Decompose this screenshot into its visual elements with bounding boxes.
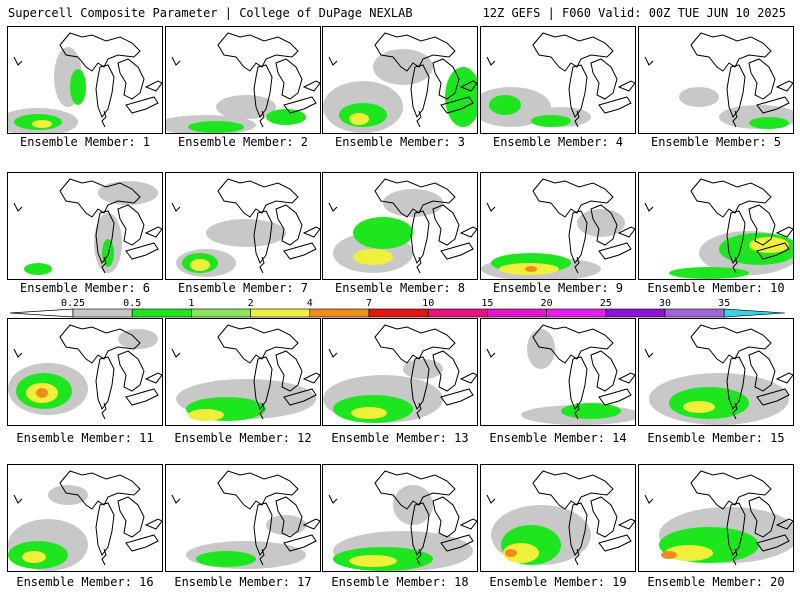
colorbar-under-arrow: [9, 308, 74, 318]
member-label-19: Ensemble Member: 19: [489, 575, 627, 589]
member-label-14: Ensemble Member: 14: [489, 431, 627, 445]
colorbar-tick-label: 35: [718, 298, 730, 309]
colorbar-bin-6: [368, 308, 429, 318]
member-label-8: Ensemble Member: 8: [334, 281, 466, 295]
colorbar-bin-9: [546, 308, 607, 318]
colorbar-legend: 0.25 0.5 1 2 4 7 10 15 20 25 30 35: [9, 298, 786, 318]
colorbar-tick-label: 0.5: [123, 298, 141, 309]
member-map-12: [165, 318, 321, 426]
member-map-15: [638, 318, 794, 426]
member-map-7: [165, 172, 321, 280]
colorbar-tick-label: 0.25: [61, 298, 85, 309]
member-label-3: Ensemble Member: 3: [334, 135, 466, 149]
member-map-16: [7, 464, 163, 572]
colorbar-bin-10: [605, 308, 666, 318]
member-label-13: Ensemble Member: 13: [331, 431, 469, 445]
colorbar-tick-label: 7: [366, 298, 372, 309]
member-map-3: [322, 26, 478, 134]
colorbar-tick-label: 10: [422, 298, 434, 309]
member-map-5: [638, 26, 794, 134]
colorbar-tick-label: 30: [659, 298, 671, 309]
member-label-20: Ensemble Member: 20: [647, 575, 785, 589]
member-map-4: [480, 26, 636, 134]
member-label-9: Ensemble Member: 9: [492, 281, 624, 295]
page-title: Supercell Composite Parameter | College …: [8, 6, 413, 20]
member-map-17: [165, 464, 321, 572]
member-map-2: [165, 26, 321, 134]
colorbar-bin-4: [250, 308, 311, 318]
member-map-6: [7, 172, 163, 280]
member-label-12: Ensemble Member: 12: [174, 431, 312, 445]
colorbar-bin-8: [487, 308, 547, 318]
colorbar-tick-label: 20: [541, 298, 553, 309]
member-label-15: Ensemble Member: 15: [647, 431, 785, 445]
member-label-17: Ensemble Member: 17: [174, 575, 312, 589]
member-label-7: Ensemble Member: 7: [177, 281, 309, 295]
colorbar-tick-label: 1: [188, 298, 194, 309]
member-map-14: [480, 318, 636, 426]
colorbar-tick-label: 4: [307, 298, 313, 309]
member-label-2: Ensemble Member: 2: [177, 135, 309, 149]
member-label-11: Ensemble Member: 11: [16, 431, 154, 445]
member-map-18: [322, 464, 478, 572]
member-map-10: [638, 172, 794, 280]
member-label-6: Ensemble Member: 6: [19, 281, 151, 295]
member-map-13: [322, 318, 478, 426]
valid-time: 12Z GEFS | F060 Valid: 00Z TUE JUN 10 20…: [482, 6, 786, 20]
member-label-5: Ensemble Member: 5: [650, 135, 782, 149]
colorbar-bin-7: [427, 308, 488, 318]
colorbar-tick-label: 2: [248, 298, 254, 309]
colorbar-bin-5: [309, 308, 370, 318]
colorbar-over-arrow: [723, 308, 786, 318]
member-map-9: [480, 172, 636, 280]
colorbar-bin-11: [664, 308, 725, 318]
member-label-4: Ensemble Member: 4: [492, 135, 624, 149]
colorbar-bin-2: [131, 308, 192, 318]
member-label-1: Ensemble Member: 1: [19, 135, 151, 149]
member-label-18: Ensemble Member: 18: [331, 575, 469, 589]
colorbar-tick-label: 25: [600, 298, 612, 309]
member-map-20: [638, 464, 794, 572]
member-map-19: [480, 464, 636, 572]
member-label-16: Ensemble Member: 16: [16, 575, 154, 589]
member-map-11: [7, 318, 163, 426]
member-map-8: [322, 172, 478, 280]
colorbar-tick-label: 15: [481, 298, 493, 309]
colorbar-bin-1: [72, 308, 133, 318]
colorbar-bin-3: [191, 308, 251, 318]
member-label-10: Ensemble Member: 10: [647, 281, 785, 295]
member-map-1: [7, 26, 163, 134]
